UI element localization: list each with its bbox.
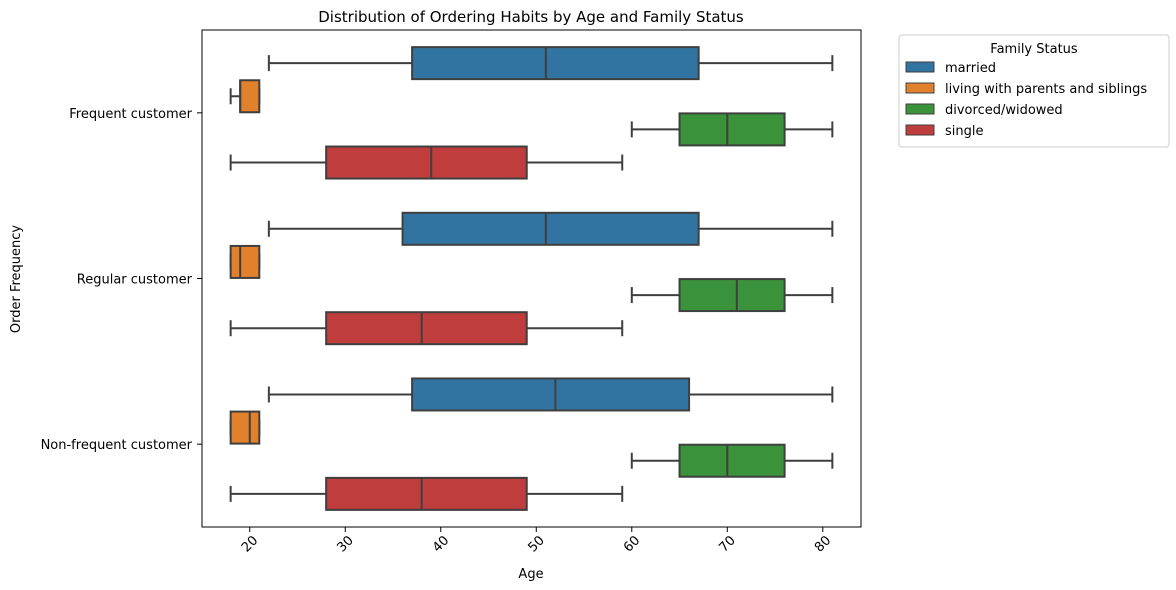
x-tick-label: 80 xyxy=(812,533,834,555)
box-single-2 xyxy=(229,476,624,511)
iqr-box xyxy=(325,145,528,180)
x-tick-label: 70 xyxy=(716,533,738,555)
box-married-0 xyxy=(267,46,834,81)
legend-item-label: single xyxy=(945,124,984,139)
x-axis-label: Age xyxy=(518,567,543,582)
legend-item-label: divorced/widowed xyxy=(945,103,1063,118)
legend-swatch xyxy=(905,124,935,136)
legend-item-label: married xyxy=(945,61,996,76)
box-single-1 xyxy=(229,311,624,346)
iqr-box xyxy=(411,377,691,412)
box-living-with-parents-and-siblings-1 xyxy=(229,244,261,279)
iqr-box xyxy=(678,443,786,478)
iqr-box xyxy=(229,244,261,279)
iqr-box xyxy=(239,79,261,114)
x-tick-label: 30 xyxy=(334,533,356,555)
iqr-box xyxy=(401,211,700,246)
box-living-with-parents-and-siblings-0 xyxy=(229,79,261,114)
box-divorced-widowed-0 xyxy=(630,112,834,147)
iqr-box xyxy=(678,112,786,147)
legend-item-label: living with parents and siblings xyxy=(945,82,1147,97)
x-tick-label: 40 xyxy=(430,533,452,555)
box-single-0 xyxy=(229,145,624,180)
iqr-box xyxy=(411,46,700,81)
x-tick-label: 60 xyxy=(621,533,643,555)
y-axis-label: Order Frequency xyxy=(9,225,24,334)
legend-swatch xyxy=(905,103,935,115)
iqr-box xyxy=(678,278,786,313)
box-married-2 xyxy=(267,377,834,412)
legend-swatch xyxy=(905,61,935,73)
y-tick-label: Frequent customer xyxy=(69,107,192,122)
legend-swatch xyxy=(905,82,935,94)
box-living-with-parents-and-siblings-2 xyxy=(229,410,261,445)
iqr-box xyxy=(229,410,261,445)
chart-title: Distribution of Ordering Habits by Age a… xyxy=(318,8,744,26)
box-divorced-widowed-1 xyxy=(630,278,834,313)
x-tick-label: 20 xyxy=(239,533,261,555)
legend: Family Status married living with parents… xyxy=(898,34,1170,148)
x-tick-label: 50 xyxy=(525,533,547,555)
y-tick-label: Non-frequent customer xyxy=(41,438,193,453)
y-tick-label: Regular customer xyxy=(77,273,193,288)
box-married-1 xyxy=(267,211,834,246)
legend-title: Family Status xyxy=(990,42,1078,57)
box-divorced-widowed-2 xyxy=(630,443,834,478)
iqr-box xyxy=(325,476,528,511)
legend-frame xyxy=(898,34,1170,148)
iqr-box xyxy=(325,311,528,346)
